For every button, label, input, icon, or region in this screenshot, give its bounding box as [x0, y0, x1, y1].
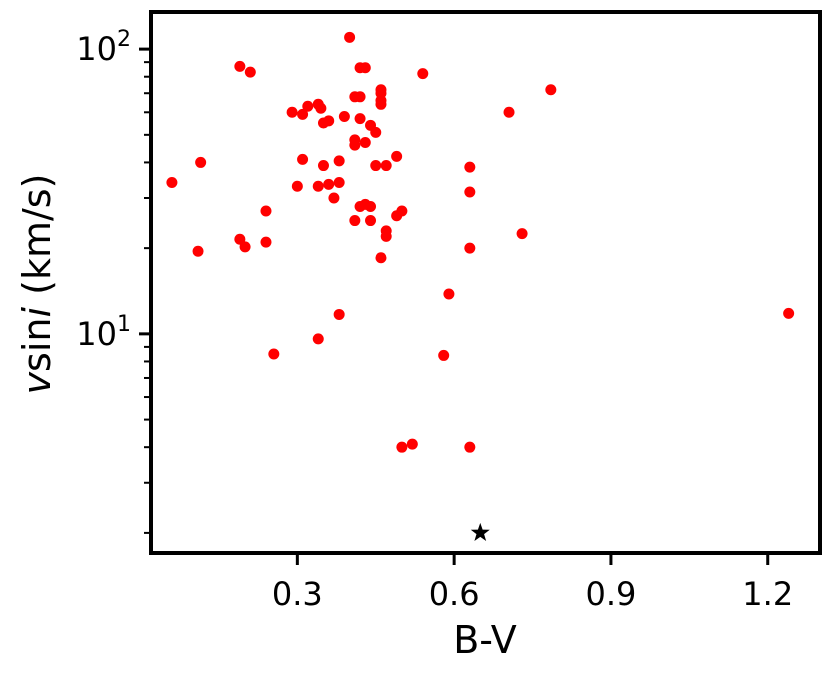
data-point — [380, 160, 392, 172]
data-point — [359, 136, 371, 148]
axes-layer: 0.3 0.6 0.9 1.2 101 102 — [76, 27, 793, 613]
data-point — [333, 155, 345, 167]
data-point — [396, 205, 408, 217]
y-axis-label: vsini (km/s) — [15, 174, 59, 395]
data-point — [291, 180, 303, 192]
x-tick-label: 1.2 — [742, 575, 793, 613]
data-point — [195, 156, 207, 168]
y-tick-label: 102 — [76, 27, 131, 68]
data-point — [344, 31, 356, 43]
data-point — [354, 113, 366, 125]
data-point — [359, 62, 371, 74]
data-point — [783, 307, 795, 319]
data-point — [268, 348, 280, 360]
data-point — [380, 230, 392, 242]
data-point — [244, 66, 256, 78]
data-point — [312, 180, 324, 192]
data-point — [312, 333, 324, 345]
plot-frame — [149, 10, 822, 555]
data-point — [516, 228, 528, 240]
data-point — [302, 100, 314, 112]
star-point — [470, 522, 490, 541]
y-axis-label-i: i — [15, 306, 59, 317]
data-point — [545, 84, 557, 96]
x-tick-label: 0.3 — [272, 575, 323, 613]
data-point — [166, 177, 178, 189]
data-point — [365, 201, 377, 213]
y-axis-label-sin: sin — [15, 317, 59, 371]
data-point — [333, 177, 345, 189]
data-point — [297, 153, 309, 165]
data-point — [349, 215, 361, 227]
data-point — [464, 161, 476, 173]
data-point — [234, 60, 246, 72]
data-point — [375, 84, 387, 96]
data-point — [260, 236, 272, 248]
data-point — [365, 215, 377, 227]
data-point — [417, 68, 429, 80]
y-axis-label-units: (km/s) — [15, 174, 59, 307]
data-point — [328, 192, 340, 204]
data-point — [192, 245, 204, 257]
y-axis-label-v: v — [15, 371, 59, 394]
data-point — [406, 438, 418, 450]
data-point — [503, 106, 515, 118]
data-point — [297, 108, 309, 120]
data-point — [239, 241, 251, 253]
data-point — [464, 441, 476, 453]
x-tick-label: 0.6 — [429, 575, 480, 613]
data-point — [396, 441, 408, 453]
data-point — [315, 102, 327, 114]
data-point — [333, 308, 345, 320]
data-point — [323, 178, 335, 190]
x-axis-label: B-V — [453, 618, 517, 662]
data-point — [317, 160, 329, 172]
data-point — [349, 139, 361, 151]
x-tick-label: 0.9 — [585, 575, 636, 613]
data-point — [234, 233, 246, 245]
data-point — [370, 126, 382, 138]
data-point — [375, 252, 387, 264]
data-point — [443, 288, 455, 300]
plot-area — [149, 10, 822, 555]
data-point — [323, 115, 335, 127]
points-layer — [166, 31, 795, 541]
data-point — [438, 349, 450, 361]
data-point — [354, 91, 366, 103]
data-point — [464, 186, 476, 198]
data-point — [370, 160, 382, 172]
data-point — [338, 110, 350, 122]
data-point — [286, 106, 298, 118]
data-point — [260, 205, 272, 217]
data-point — [464, 242, 476, 254]
y-tick-label: 101 — [76, 312, 131, 353]
data-point — [391, 150, 403, 162]
